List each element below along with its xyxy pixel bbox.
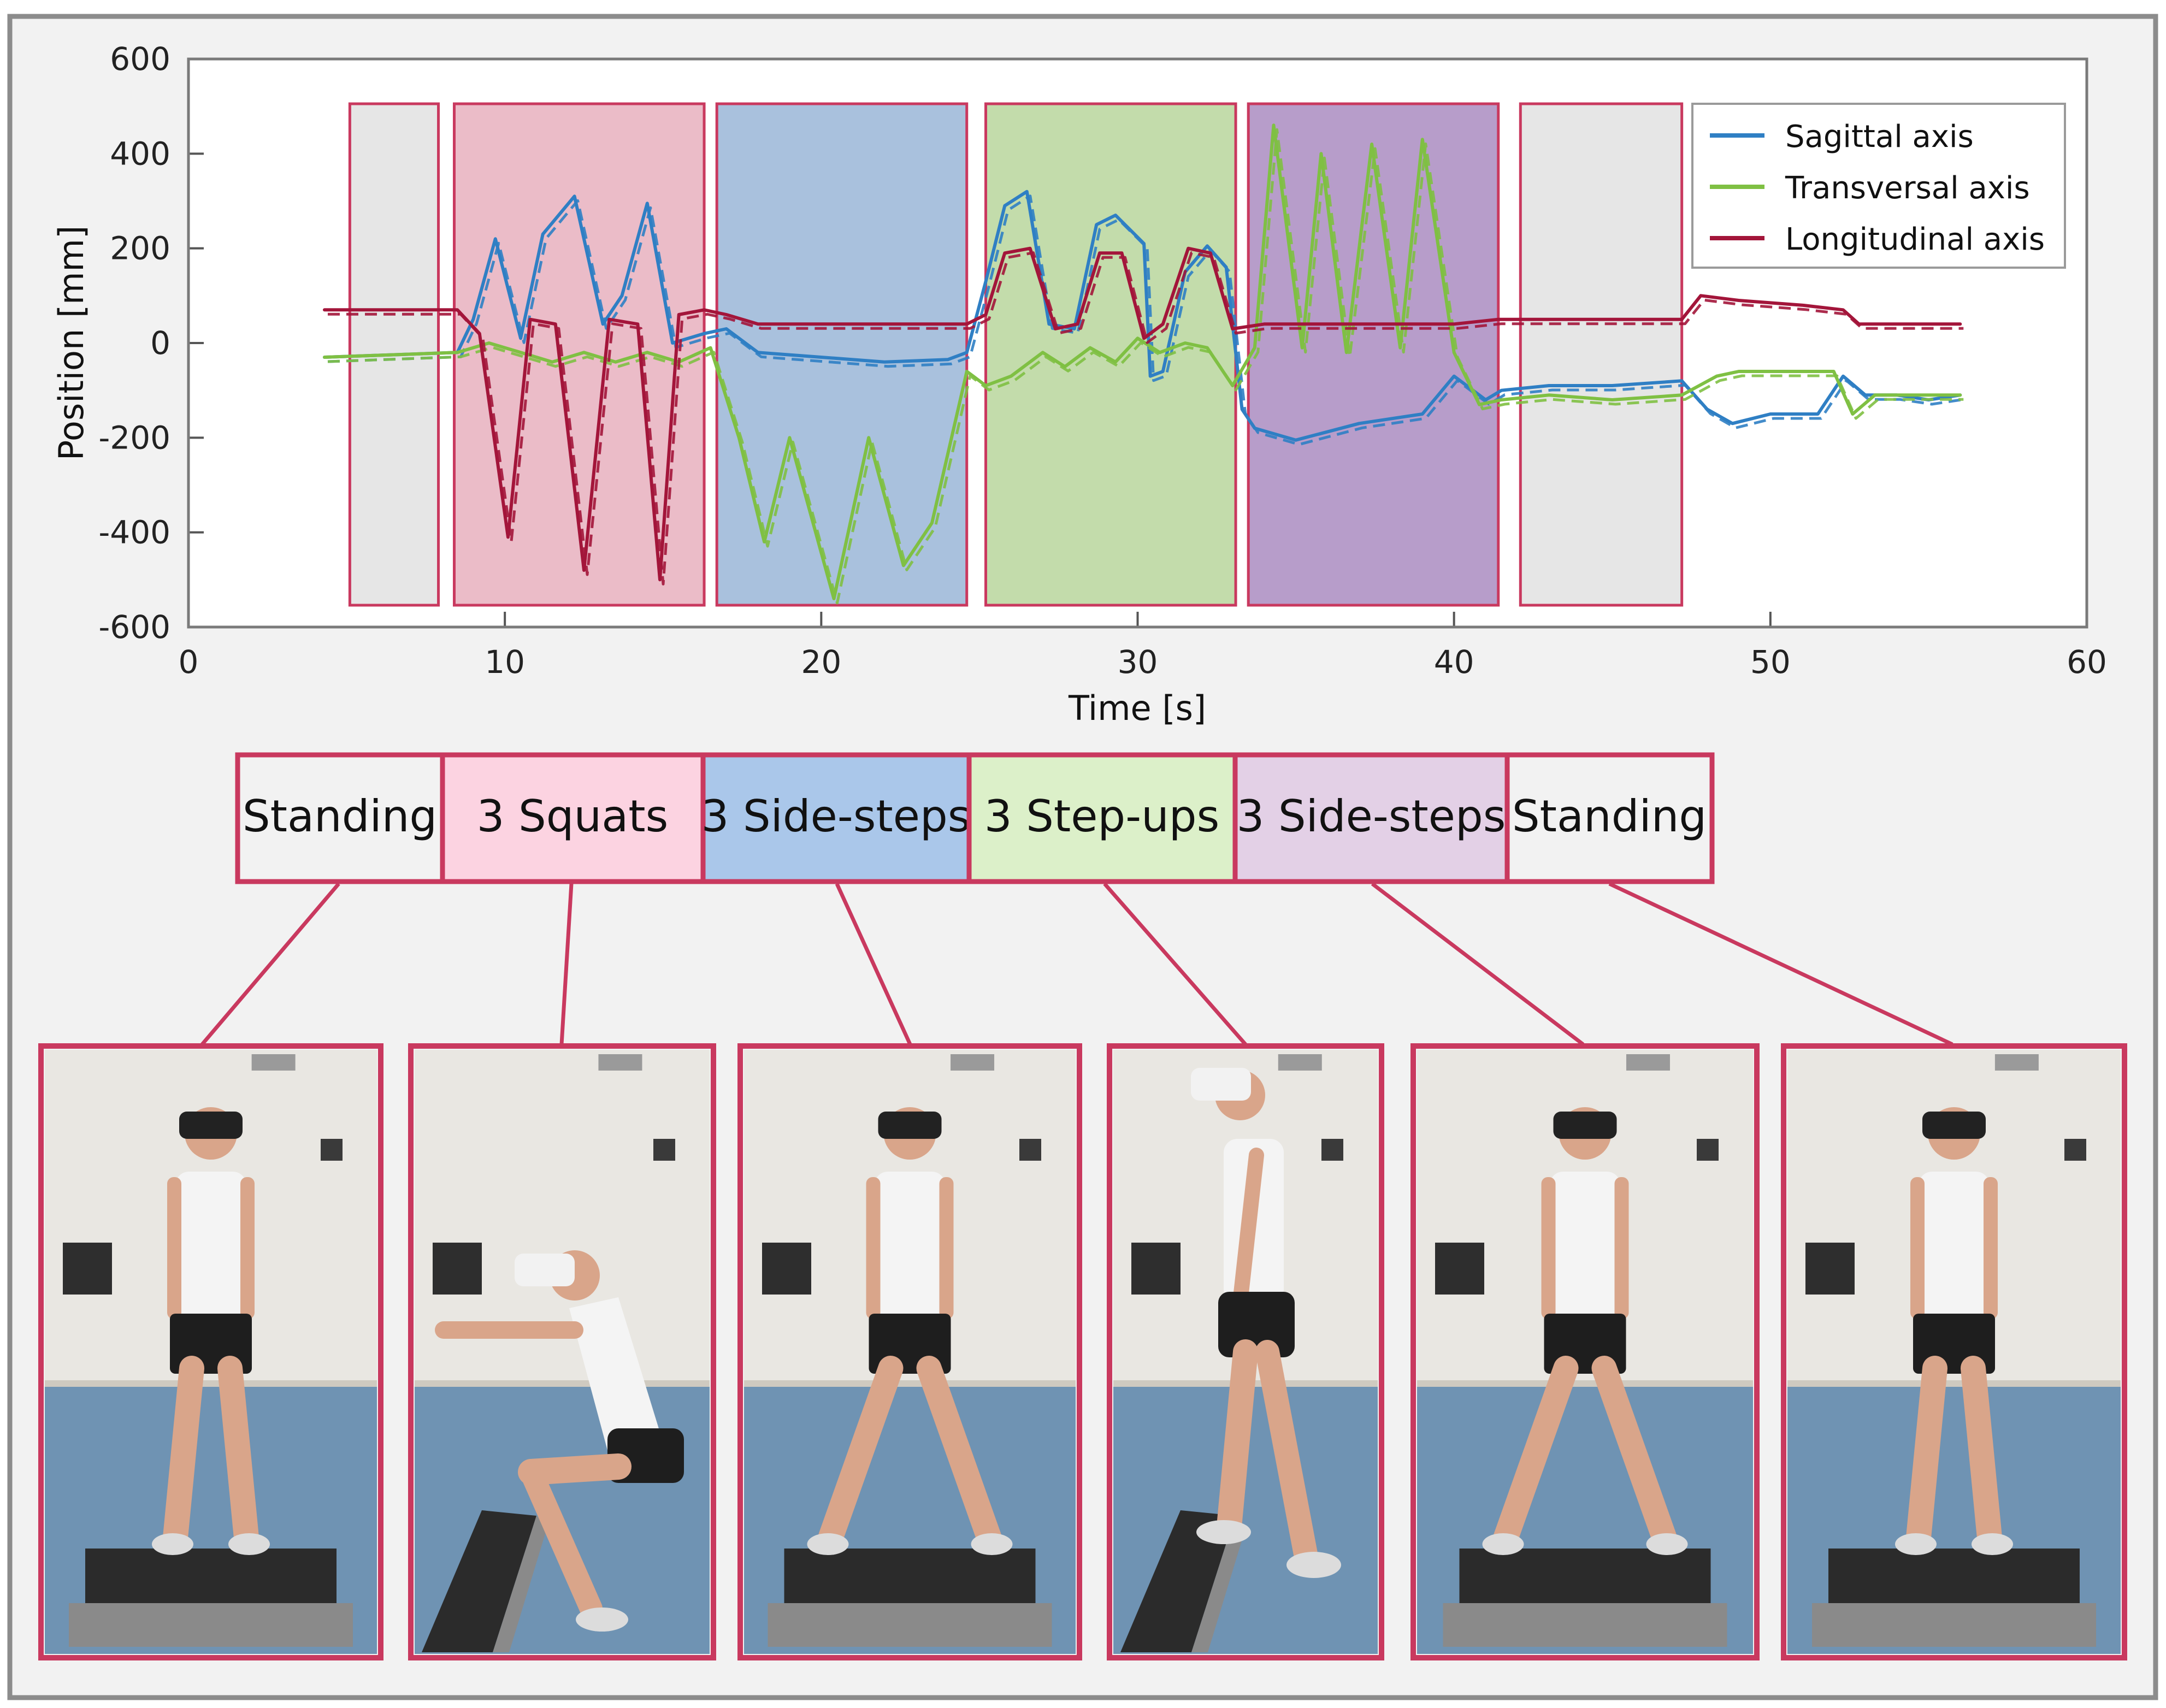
phase-highlight-4 [1247,102,1500,607]
y-tick-label: 0 [150,324,170,362]
connector-side-steps-2 [1371,882,1585,1046]
photo-panel-2 [737,1043,1082,1660]
photo-panel-5 [1781,1043,2127,1660]
phase-label-side-steps-2: 3 Side-steps [1237,791,1506,842]
phase-highlights [348,102,1684,607]
photo-panel-4 [1410,1043,1760,1660]
y-tick-label: -400 [98,514,170,551]
series-dashed-2 [328,251,1964,586]
photo-panel-3 [1107,1043,1384,1660]
x-axis-title: Time [s] [1068,688,1206,728]
series-line-0 [323,190,1962,442]
phase-label-standing-2: Standing [1512,791,1707,842]
phase-cell-standing-2 [1504,752,1715,884]
x-tick-label: 0 [179,643,199,681]
phase-highlight-5 [1519,102,1684,607]
x-tick-label: 40 [1434,643,1474,681]
x-tick-label: 60 [2067,643,2107,681]
legend-label-sagittal: Sagittal axis [1785,119,1974,155]
photo-panel-0 [38,1043,383,1660]
series-dashed-0 [327,194,1964,446]
x-tick-label: 20 [801,643,841,681]
series-dashed-1 [327,128,1964,605]
y-tick-label: -600 [98,608,170,646]
phase-label-side-steps-1: 3 Side-steps [701,791,971,842]
photo-panel-1 [408,1043,716,1660]
x-tick-label: 10 [485,643,525,681]
series-lines [323,123,1964,605]
connector-standing-2 [1608,882,1953,1047]
y-tick-label: 400 [110,135,170,172]
connector-squats [559,883,574,1045]
phase-cell-side-steps-2 [1232,752,1510,884]
tick-labels: 0 10 20 30 40 50 60 600 400 200 0 -200 -400 -600 [98,40,2107,681]
y-tick-label: 200 [110,230,170,267]
phase-cell-step-ups [966,752,1238,884]
phase-highlight-2 [715,102,969,607]
legend-label-longitudinal: Longitudinal axis [1785,222,2045,257]
photo-panels [38,1043,2127,1660]
series-line-2 [323,246,1962,582]
phase-label-step-ups: 3 Step-ups [984,791,1220,842]
phase-label-squats: 3 Squats [477,791,669,842]
connector-step-ups [1103,882,1247,1046]
connector-standing-1 [200,882,340,1046]
y-tick-label: -200 [98,419,170,456]
connector-lines [200,882,1953,1047]
series-line-1 [323,123,1962,600]
phase-label-standing-1: Standing [243,791,437,842]
plot-frame [187,57,2088,629]
legend: Sagittal axis Transversal axis Longitudi… [1691,103,2066,269]
phase-highlight-3 [984,102,1237,607]
x-tick-label: 50 [1750,643,1791,681]
y-tick-label: 600 [110,40,170,78]
y-axis-title: Position [mm] [51,226,91,460]
x-tick-label: 30 [1118,643,1158,681]
phase-label-bar: Standing 3 Squats 3 Side-steps 3 Step-up… [235,752,1715,884]
legend-label-transversal: Transversal axis [1785,170,2030,206]
connector-side-steps-1 [835,883,912,1045]
